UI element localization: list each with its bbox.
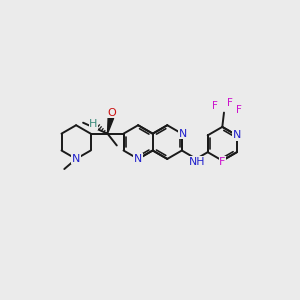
Text: H: H [89, 119, 98, 129]
Text: F: F [212, 101, 218, 111]
Text: F: F [236, 105, 242, 115]
Text: O: O [107, 108, 116, 118]
Text: F: F [219, 157, 226, 166]
Text: N: N [72, 154, 80, 164]
Text: N: N [233, 130, 241, 140]
Polygon shape [107, 117, 114, 134]
Text: F: F [227, 98, 233, 108]
Text: N: N [179, 129, 187, 139]
Text: N: N [134, 154, 142, 164]
Text: NH: NH [189, 157, 206, 167]
